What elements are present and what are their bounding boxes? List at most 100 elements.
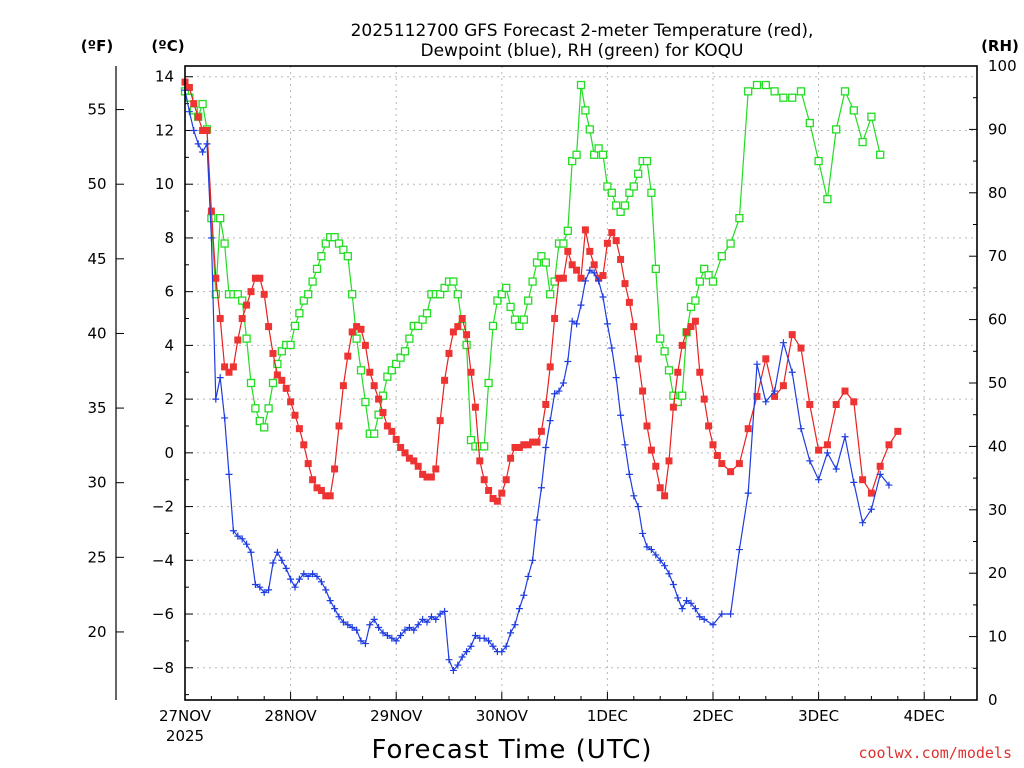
rh-point: [669, 391, 678, 400]
time-axis: 27NOV 2025 28NOV 29NOV 30NOV 1DEC 2DEC 3DEC 4DEC: [159, 692, 952, 745]
rh-point: [524, 296, 533, 305]
rh-point: [273, 359, 282, 369]
x-axis-label: Forecast Time (UTC): [371, 735, 652, 765]
dewpoint-point: [507, 629, 515, 637]
rh-point: [695, 277, 704, 286]
rh-point: [356, 366, 366, 375]
dewpoint-point: [427, 613, 435, 621]
rh-point: [255, 416, 264, 426]
rh-tick-label: 10: [988, 628, 1007, 646]
rh-point: [422, 309, 432, 318]
dewpoint-point: [203, 140, 211, 148]
dewpoint-point: [313, 572, 321, 580]
rh-point: [295, 309, 304, 318]
dewpoint-point: [546, 417, 554, 425]
temperature-point: [691, 317, 699, 325]
dewpoint-point: [423, 618, 431, 626]
dewpoint-point: [489, 642, 497, 650]
dewpoint-point: [559, 379, 567, 387]
celsius-tick-label: −4: [152, 551, 174, 569]
rh-point: [708, 277, 718, 286]
dewpoint-point: [212, 395, 220, 403]
dewpoint-point: [260, 589, 268, 597]
dewpoint-point: [656, 556, 664, 564]
rh-point: [528, 277, 537, 286]
celsius-tick-label: 2: [164, 390, 174, 408]
temperature-point: [709, 441, 717, 449]
temperature-point: [463, 331, 471, 339]
dewpoint-point: [674, 594, 682, 602]
rh-point: [546, 290, 555, 299]
dewpoint-point: [823, 449, 831, 457]
temperature-point: [278, 376, 286, 384]
temperature-point: [414, 462, 422, 470]
temperature-point: [573, 266, 581, 274]
chart-title-line2: Dewpoint (blue), RH (green) for KOQU: [421, 41, 744, 61]
rh-line: [184, 84, 881, 447]
dewpoint-point: [199, 148, 207, 156]
dewpoint-point: [876, 470, 884, 478]
dewpoint-point: [243, 540, 251, 548]
temperature-point: [621, 280, 629, 288]
rh-point: [436, 290, 445, 299]
grid-lines: [185, 66, 977, 700]
temperature-point: [603, 239, 611, 247]
temperature-point: [243, 301, 251, 309]
dewpoint-point: [537, 484, 545, 492]
rh-point: [532, 258, 542, 267]
temperature-point: [551, 315, 559, 323]
rh-point: [510, 315, 520, 324]
temperature-point: [467, 368, 475, 376]
temperature-point: [753, 392, 761, 400]
fahrenheit-unit-label: (ºF): [81, 37, 113, 55]
temperature-point: [392, 435, 400, 443]
rh-point: [321, 239, 330, 248]
temperature-point: [586, 247, 594, 255]
rh-tick-label: 0: [988, 691, 998, 709]
dewpoint-point: [617, 411, 625, 419]
temperature-point: [581, 226, 589, 234]
temperature-point: [199, 126, 207, 134]
celsius-tick-label: 4: [164, 336, 174, 354]
rh-tick-label: 60: [988, 311, 1007, 329]
temperature-point: [238, 315, 246, 323]
x-tick-label: 30NOV: [476, 707, 529, 725]
temperature-point: [366, 368, 374, 376]
rh-point: [598, 150, 608, 159]
temperature-point: [498, 489, 506, 497]
rh-point: [761, 80, 770, 90]
temperature-point: [291, 411, 299, 419]
dewpoint-point: [621, 441, 629, 449]
temperature-point: [674, 368, 682, 376]
rh-point: [594, 144, 603, 153]
rh-point: [585, 125, 594, 134]
rh-point: [246, 378, 256, 388]
temperature-point: [344, 352, 352, 360]
temperature-point: [304, 460, 312, 468]
dewpoint-point: [568, 317, 576, 325]
dewpoint-point: [335, 613, 343, 621]
dewpoint-point: [357, 637, 365, 645]
temperature-point: [454, 323, 462, 331]
dewpoint-point: [471, 632, 479, 640]
temperature-point: [234, 336, 242, 344]
rh-point: [198, 99, 207, 109]
dewpoint-point: [586, 266, 594, 274]
rh-point: [704, 271, 713, 280]
rh-point: [651, 264, 660, 274]
dewpoint-point: [309, 570, 317, 578]
temperature-point: [485, 486, 493, 494]
dewpoint-point: [388, 634, 396, 642]
rh-point: [268, 378, 278, 388]
temperature-point: [317, 486, 325, 494]
temperature-point: [542, 400, 550, 408]
dewpoint-point: [190, 126, 198, 134]
dewpoint-point: [339, 618, 347, 626]
rh-tick-label: 90: [988, 120, 1007, 138]
temperature-point: [652, 462, 660, 470]
x-tick-label: 29NOV: [370, 707, 423, 725]
temperature-point: [718, 460, 726, 468]
temperature-point: [229, 363, 237, 371]
rh-point: [387, 366, 396, 375]
dewpoint-point: [287, 575, 295, 583]
